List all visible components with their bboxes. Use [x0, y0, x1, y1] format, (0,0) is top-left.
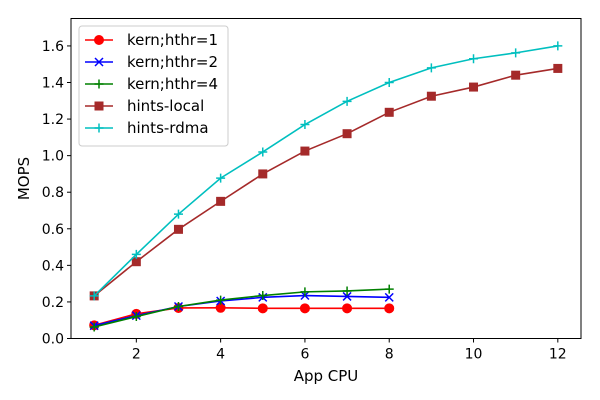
legend-marker — [94, 57, 104, 67]
legend-box — [78, 25, 229, 147]
y-tick-label: 0.4 — [42, 258, 64, 274]
y-axis-label: MOPS — [15, 157, 33, 200]
legend-item: kern;hthr=2 — [85, 53, 218, 71]
y-tick-label: 1.2 — [42, 112, 64, 128]
data-point — [300, 120, 310, 130]
legend-label: kern;hthr=1 — [127, 31, 218, 49]
data-point — [300, 287, 310, 297]
data-point — [511, 48, 521, 58]
data-point — [89, 322, 99, 332]
data-point — [173, 224, 183, 234]
legend-label: kern;hthr=2 — [127, 53, 218, 71]
data-point — [342, 96, 352, 106]
data-point — [384, 292, 394, 302]
data-point — [384, 107, 394, 117]
y-tick-label: 0.2 — [42, 295, 64, 311]
data-point — [216, 295, 226, 305]
plot-marks — [89, 41, 563, 332]
data-point — [299, 303, 310, 314]
series-line — [93, 45, 558, 297]
data-point — [89, 291, 99, 301]
data-point — [173, 302, 183, 311]
data-point — [469, 82, 479, 92]
legend-label: hints-rdma — [127, 119, 209, 137]
x-tick-label: 10 — [465, 347, 483, 363]
data-point — [342, 303, 353, 314]
legend-label: kern;hthr=4 — [127, 75, 218, 93]
data-point — [258, 147, 268, 157]
data-point — [258, 169, 268, 179]
data-point — [384, 284, 394, 294]
legend-marker — [94, 123, 104, 133]
y-tick-label: 1.0 — [42, 149, 64, 165]
x-tick-label: 6 — [300, 347, 309, 363]
data-point — [257, 303, 268, 314]
plot-frame — [70, 18, 582, 339]
y-tick-label: 1.6 — [42, 39, 64, 55]
series-2 — [89, 284, 394, 332]
data-point — [342, 129, 352, 139]
data-point — [342, 291, 352, 301]
data-point — [469, 54, 479, 64]
legend-item: hints-rdma — [85, 119, 209, 137]
data-point — [553, 63, 563, 73]
data-point — [173, 209, 183, 219]
y-tick-label: 0.0 — [42, 332, 64, 348]
y-axis: 0.0 0.2 0.4 0.6 0.8 1.0 1.2 1.4 1.6 — [42, 39, 71, 348]
data-point — [511, 70, 521, 80]
x-tick-label: 8 — [385, 347, 394, 363]
legend-item: kern;hthr=1 — [85, 31, 218, 49]
x-tick-label: 2 — [132, 347, 141, 363]
y-tick-label: 1.4 — [42, 76, 64, 92]
legend: kern;hthr=1 kern;hthr=2 kern;hthr=4 hints-l… — [78, 25, 229, 147]
data-point — [300, 146, 310, 156]
data-point — [131, 249, 141, 259]
data-point — [384, 78, 394, 87]
x-axis: 2 4 6 8 10 12 — [132, 338, 567, 363]
legend-marker — [94, 79, 104, 89]
y-tick-label: 0.8 — [42, 185, 64, 201]
data-point — [553, 41, 563, 51]
x-tick-label: 12 — [549, 347, 567, 363]
data-point — [258, 291, 268, 301]
series-line — [93, 306, 390, 327]
y-tick-label: 0.6 — [42, 222, 64, 238]
legend-item: hints-local — [85, 97, 204, 115]
legend-marker — [94, 35, 104, 45]
data-point — [342, 286, 352, 296]
series-line — [93, 288, 390, 328]
x-tick-label: 4 — [216, 347, 225, 363]
legend-label: hints-local — [127, 97, 204, 115]
x-axis-label: App CPU — [294, 367, 359, 385]
legend-marker — [94, 101, 104, 111]
legend-item: kern;hthr=4 — [85, 75, 218, 93]
data-point — [426, 91, 436, 101]
data-point — [216, 173, 226, 183]
data-point — [384, 303, 395, 314]
data-point — [131, 257, 141, 267]
data-point — [131, 312, 141, 322]
series-line — [93, 67, 558, 297]
data-point — [426, 63, 436, 73]
data-point — [216, 196, 226, 206]
series-4 — [89, 41, 563, 301]
